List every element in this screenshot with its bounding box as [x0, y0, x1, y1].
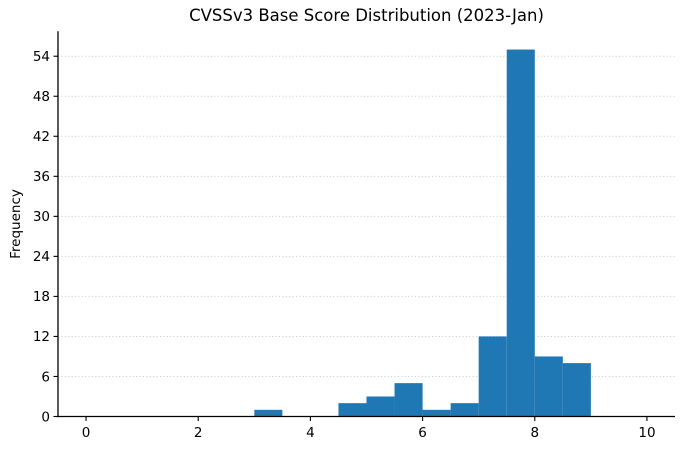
y-tick-label: 42 — [33, 129, 50, 145]
y-tick-label: 0 — [41, 409, 50, 425]
y-tick-label: 24 — [33, 249, 50, 265]
histogram-bar — [254, 409, 283, 417]
y-tick-label: 48 — [33, 89, 50, 105]
histogram-bar — [450, 403, 479, 417]
histogram-bar — [562, 363, 591, 417]
x-tick-label: 6 — [418, 425, 427, 441]
x-tick-label: 8 — [530, 425, 539, 441]
y-tick-label: 54 — [33, 49, 50, 65]
histogram-bar — [422, 409, 451, 417]
y-tick-label: 36 — [33, 169, 50, 185]
histogram-bar — [366, 396, 395, 417]
x-tick-label: 4 — [306, 425, 315, 441]
histogram-bar — [338, 403, 367, 417]
chart-title: CVSSv3 Base Score Distribution (2023-Jan… — [189, 6, 544, 25]
x-tick-label: 10 — [638, 425, 655, 441]
y-axis-label: Frequency — [8, 189, 24, 259]
histogram-bar — [478, 336, 507, 417]
histogram-bar — [534, 356, 563, 417]
y-tick-label: 12 — [33, 329, 50, 345]
y-tick-label: 6 — [41, 369, 50, 385]
histogram-bar — [506, 49, 535, 417]
x-tick-label: 0 — [82, 425, 91, 441]
y-tick-label: 18 — [33, 289, 50, 305]
y-tick-label: 30 — [33, 209, 50, 225]
x-tick-label: 2 — [194, 425, 203, 441]
histogram-bar — [394, 383, 423, 417]
